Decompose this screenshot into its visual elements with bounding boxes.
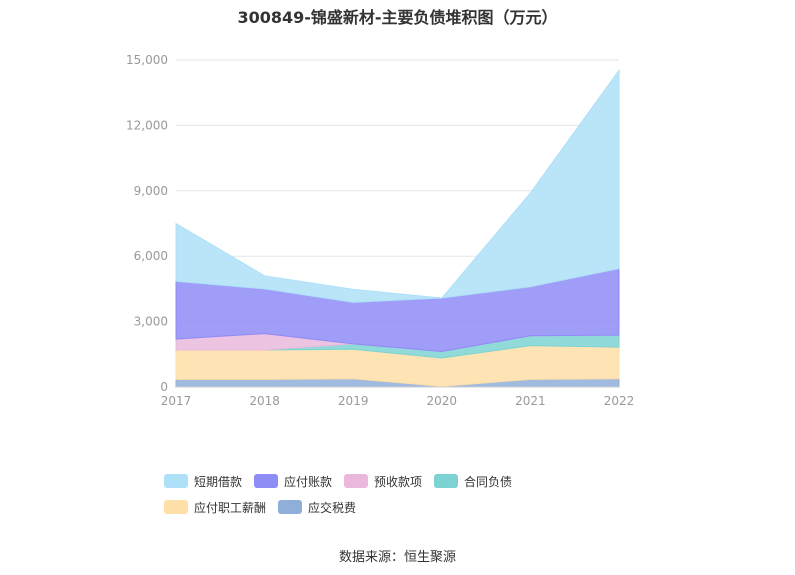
legend-label: 预收款项	[374, 474, 423, 489]
y-tick-label: 3,000	[134, 315, 168, 329]
legend-item[interactable]: 应付账款	[254, 472, 332, 490]
x-tick-label: 2021	[515, 394, 546, 408]
legend: 短期借款 应付账款 预收款项 合同负债应付职工薪酬 应交税费	[164, 472, 634, 524]
legend-swatch	[344, 474, 369, 488]
source-note: 数据来源：恒生聚源	[338, 550, 456, 565]
y-tick-label: 6,000	[134, 249, 168, 263]
legend-label: 应交税费	[308, 500, 357, 515]
y-tick-label: 9,000	[134, 184, 168, 198]
series-area	[175, 68, 620, 303]
legend-item[interactable]: 合同负债	[434, 472, 512, 490]
x-tick-label: 2018	[249, 394, 280, 408]
x-tick-label: 2022	[604, 394, 635, 408]
legend-label: 应付职工薪酬	[194, 500, 267, 515]
stacked-areas	[175, 68, 620, 388]
legend-swatch	[278, 500, 303, 514]
x-tick-label: 2017	[161, 394, 192, 408]
legend-swatch	[434, 474, 459, 488]
x-tick-label: 2020	[427, 394, 458, 408]
legend-label: 短期借款	[194, 474, 243, 489]
y-tick-label: 15,000	[126, 53, 168, 67]
x-tick-label: 2019	[338, 394, 369, 408]
legend-swatch	[164, 474, 188, 488]
legend-label: 合同负债	[464, 474, 513, 489]
y-tick-label: 12,000	[126, 118, 168, 132]
chart-title: 300849-锦盛新材-主要负债堆积图（万元）	[237, 8, 558, 27]
legend-item[interactable]: 短期借款	[164, 472, 242, 490]
legend-swatch	[164, 500, 188, 514]
legend-item[interactable]: 预收款项	[344, 472, 422, 490]
y-tick-label: 0	[160, 380, 168, 394]
legend-label: 应付账款	[284, 474, 333, 489]
legend-swatch	[254, 474, 279, 488]
axes: 0 3,000 6,000 9,000 12,000 15,000 2017 2018 2019…	[126, 53, 634, 408]
legend-item[interactable]: 应付职工薪酬	[164, 498, 266, 516]
legend-item[interactable]: 应交税费	[278, 498, 356, 516]
